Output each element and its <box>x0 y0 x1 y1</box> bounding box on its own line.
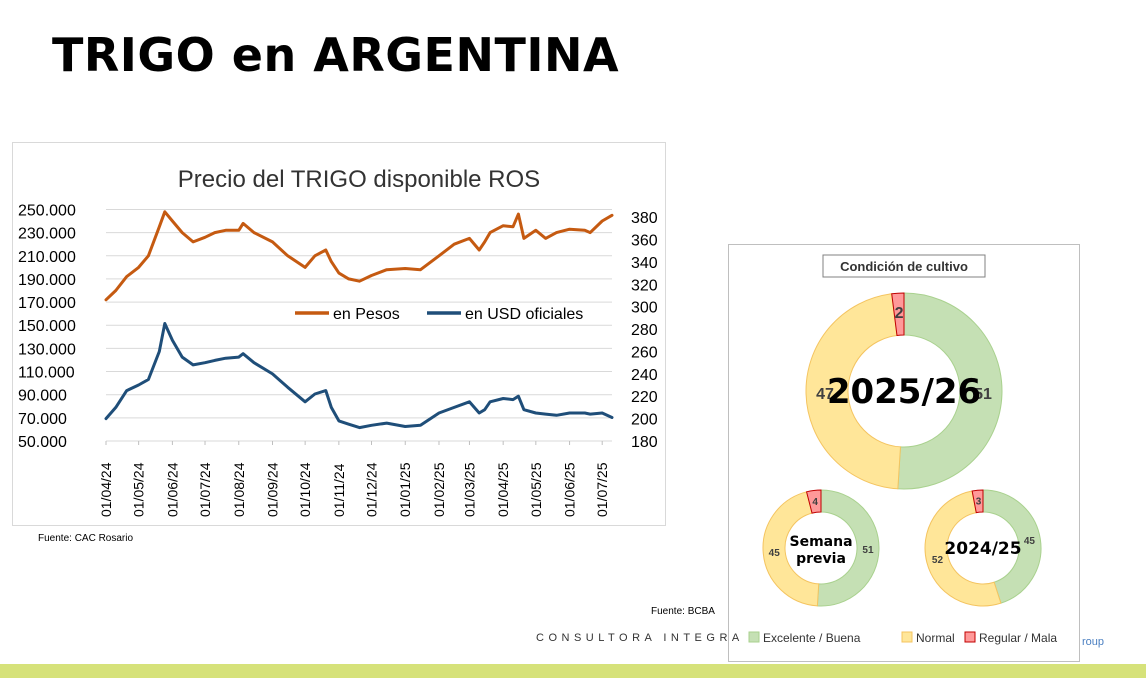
x-tick-label: 01/09/24 <box>264 462 280 517</box>
y-left-tick-label: 130.000 <box>18 341 76 358</box>
footer-brand-fragment: roup <box>1082 636 1105 648</box>
price-line-chart: Precio del TRIGO disponible ROS 250.000 23… <box>12 142 666 526</box>
legend-label: en USD oficiales <box>465 306 583 323</box>
x-tick-label: 01/05/25 <box>528 462 544 517</box>
x-tick-label: 01/02/25 <box>431 462 447 517</box>
y-left-tick-label: 110.000 <box>18 365 75 382</box>
slice-regular-mala <box>805 489 822 514</box>
slice-value-label: 2 <box>895 305 904 322</box>
y-right-tick-label: 360 <box>631 233 658 250</box>
y-left-tick-label: 250.000 <box>18 202 76 219</box>
x-tick-label: 01/10/24 <box>297 462 313 517</box>
x-tick-label: 01/05/24 <box>131 462 147 517</box>
slice-regular-mala <box>971 489 984 514</box>
y-left-tick-label: 190.000 <box>18 272 76 289</box>
series-line-usd <box>104 322 614 430</box>
series-line-pesos <box>104 210 614 302</box>
crop-condition-chart-svg: Condición de cultivo514722025/2651454Sem… <box>748 254 1057 645</box>
crop-condition-chart: Condición de cultivo 51 47 2 2025/26 51 45 4 Sem… <box>728 244 1080 662</box>
y-left-tick-label: 150.000 <box>18 318 76 335</box>
y-right-tick-label: 200 <box>631 412 658 429</box>
y-right-tick-label: 240 <box>631 367 658 384</box>
slice-normal <box>805 293 902 490</box>
donut-title-box <box>822 254 986 278</box>
ring-center-label: previa <box>796 551 846 567</box>
legend-label: Excelente / Buena <box>763 631 861 645</box>
slice-normal <box>762 491 820 607</box>
x-tick-label: 01/12/24 <box>364 462 380 517</box>
slice-excelente-buena <box>897 292 1003 490</box>
x-tick-label: 01/01/25 <box>397 462 413 517</box>
legend-label: en Pesos <box>333 306 400 323</box>
y-right-tick-label: 320 <box>631 277 658 294</box>
y-left-tick-label: 230.000 <box>18 226 76 243</box>
price-line-chart-svg: Precio del TRIGO disponible ROS 250.000 23… <box>18 166 658 517</box>
slice-value-label: 52 <box>932 555 944 566</box>
legend-label: Regular / Mala <box>979 631 1057 645</box>
ring-center-label: 2024/25 <box>944 539 1021 559</box>
slice-value-label: 51 <box>862 545 874 556</box>
y-left-tick-label: 70.000 <box>18 411 67 428</box>
chart-title: Precio del TRIGO disponible ROS <box>178 166 540 193</box>
slice-excelente-buena <box>982 489 1042 604</box>
x-tick-label: 01/06/24 <box>164 462 180 517</box>
x-tick-label: 01/03/25 <box>461 462 477 517</box>
slice-value-label: 3 <box>976 497 982 508</box>
x-tick-label: 01/06/25 <box>562 462 578 517</box>
slice-value-label: 47 <box>816 386 834 403</box>
x-tick-label: 01/04/24 <box>98 462 114 517</box>
ring-center-label: 2025/26 <box>827 372 981 412</box>
footer-brand: CONSULTORA INTEGRA <box>536 632 744 644</box>
y-right-tick-label: 280 <box>631 322 658 339</box>
y-right-tick-label: 380 <box>631 210 658 227</box>
slice-value-label: 51 <box>974 386 992 403</box>
source-left: Fuente: CAC Rosario <box>38 533 134 544</box>
slice-normal <box>924 490 1002 607</box>
x-tick-label: 01/08/24 <box>231 462 247 517</box>
x-tick-label: 01/07/24 <box>197 462 213 517</box>
y-right-tick-label: 180 <box>631 434 658 451</box>
slice-value-label: 45 <box>769 548 781 559</box>
x-tick-label: 01/11/24 <box>331 463 347 517</box>
y-right-tick-label: 220 <box>631 389 658 406</box>
x-tick-label: 01/04/25 <box>495 462 511 517</box>
slice-regular-mala <box>891 292 905 337</box>
legend-label: Normal <box>916 631 955 645</box>
donut-title: Condición de cultivo <box>840 259 968 274</box>
y-left-tick-label: 210.000 <box>18 249 76 266</box>
y-right-tick-label: 340 <box>631 255 658 272</box>
slice-value-label: 4 <box>812 497 818 508</box>
bottom-bar <box>0 664 1146 678</box>
y-right-tick-label: 260 <box>631 344 658 361</box>
source-right: Fuente: BCBA <box>651 606 715 617</box>
page-title: TRIGO en ARGENTINA <box>52 28 620 82</box>
ring-center-label: Semana <box>789 534 852 550</box>
slice-excelente-buena <box>816 489 880 607</box>
slice-value-label: 45 <box>1024 536 1036 547</box>
y-right-tick-label: 300 <box>631 300 658 317</box>
y-left-tick-label: 90.000 <box>18 388 67 405</box>
legend-swatch <box>964 631 976 643</box>
y-left-tick-label: 170.000 <box>18 295 76 312</box>
y-left-tick-label: 50.000 <box>18 434 67 451</box>
x-tick-label: 01/07/25 <box>594 462 610 517</box>
legend-swatch <box>748 631 760 643</box>
legend-swatch <box>901 631 913 643</box>
